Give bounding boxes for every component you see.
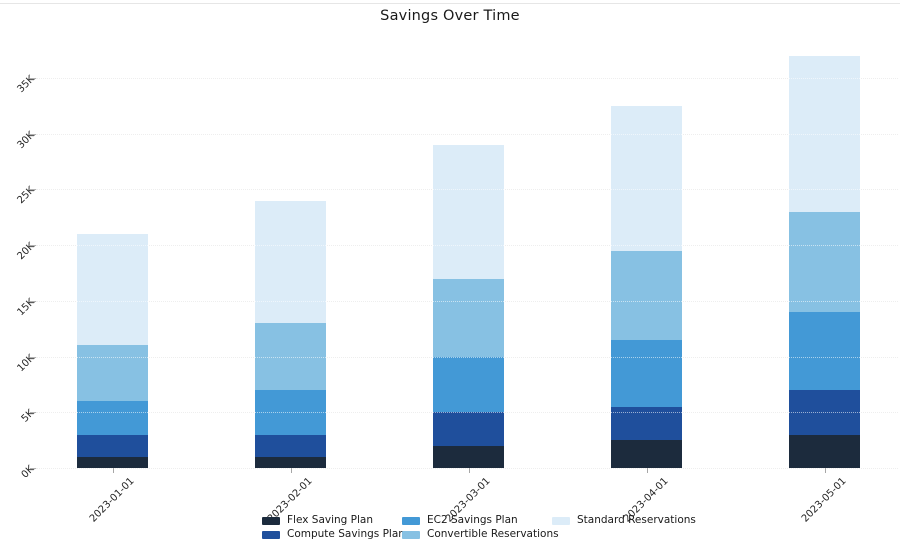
y-axis-tick-label: 30K: [15, 129, 37, 151]
legend-swatch-icon: [262, 530, 280, 539]
y-axis-tick: 5K: [0, 406, 37, 425]
legend-column: Standard Reservations: [552, 514, 696, 528]
bar-segment: [77, 345, 148, 402]
x-tick-mark: [824, 468, 826, 473]
panel-top-border: [0, 3, 900, 4]
x-tick-mark: [290, 468, 292, 473]
legend-label: EC2 Savings Plan: [427, 514, 518, 526]
gridline-overlay: [36, 300, 898, 302]
y-axis-tick-label: 20K: [15, 240, 37, 263]
gridline-overlay: [36, 412, 898, 414]
bar-segment: [255, 456, 326, 468]
bar-segment: [433, 278, 504, 357]
bar-segment: [611, 250, 682, 340]
y-axis-tick-label: 5K: [19, 408, 37, 425]
bar-segment: [255, 200, 326, 324]
legend-column: Flex Saving Plan Compute Savings Plan: [262, 514, 405, 542]
x-tick-mark: [646, 468, 648, 473]
y-axis-tick-label: 25K: [15, 185, 37, 207]
gridline-overlay: [36, 133, 898, 135]
y-axis-tick-label: 35K: [15, 73, 37, 96]
bar-segment: [789, 55, 860, 212]
bar-segment: [611, 406, 682, 441]
y-axis-tick: 20K: [0, 239, 36, 262]
y-axis-tick: 30K: [0, 128, 36, 150]
x-axis-tick: 2023-05-01: [687, 474, 849, 525]
bar-segment: [77, 434, 148, 457]
legend-item: Flex Saving Plan: [262, 514, 405, 527]
y-tick-mark: [30, 189, 36, 191]
x-axis-tick: 2023-03-01: [331, 474, 493, 525]
gridline-overlay: [36, 189, 898, 191]
y-tick-mark: [30, 356, 36, 358]
gridline-overlay: [36, 356, 898, 358]
y-axis-tick-label: 10K: [15, 352, 37, 374]
bar-segment: [789, 312, 860, 390]
x-tick-mark: [468, 468, 470, 473]
y-axis-tick-label: 15K: [15, 296, 37, 319]
x-axis-tick: 2023-02-01: [153, 474, 315, 525]
y-tick-mark: [30, 78, 36, 79]
y-tick-mark: [30, 245, 36, 247]
legend-swatch-icon: [402, 530, 420, 539]
bar-segment: [433, 412, 504, 446]
legend-label: Convertible Reservations: [427, 528, 559, 540]
bar-segment: [789, 434, 860, 468]
x-tick-mark: [112, 468, 114, 473]
legend-item: Standard Reservations: [552, 514, 696, 527]
x-axis-tick: 2023-04-01: [509, 474, 671, 525]
legend-column: EC2 Savings Plan Convertible Reservations: [402, 514, 559, 542]
y-tick-mark: [30, 133, 36, 135]
legend-swatch-icon: [262, 516, 280, 525]
x-axis-tick-label: 2023-05-01: [800, 475, 850, 525]
y-axis-tick: 35K: [0, 72, 36, 95]
legend-swatch-icon: [552, 516, 570, 525]
bar-segment: [611, 339, 682, 407]
legend-label: Compute Savings Plan: [287, 528, 405, 540]
gridline-overlay: [36, 468, 898, 469]
gridline-overlay: [36, 78, 898, 79]
y-axis-tick: 25K: [0, 183, 36, 206]
legend-label: Flex Saving Plan: [287, 514, 374, 526]
legend-item: Compute Savings Plan: [262, 528, 405, 541]
y-tick-mark: [30, 468, 36, 469]
y-axis-tick: 0K: [0, 462, 37, 481]
bar-segment: [77, 234, 148, 346]
x-axis-tick-label: 2023-01-01: [88, 475, 138, 525]
bar-segment: [433, 356, 504, 413]
y-axis-tick: 15K: [0, 295, 36, 318]
bar-segment: [789, 211, 860, 312]
bar-segment: [611, 440, 682, 468]
bar-segment: [433, 445, 504, 468]
bar-segment: [255, 434, 326, 457]
gridline-overlay: [36, 245, 898, 247]
legend-swatch-icon: [402, 516, 420, 525]
y-tick-mark: [30, 412, 36, 414]
legend-label: Standard Reservations: [577, 514, 696, 526]
chart-title: Savings Over Time: [380, 8, 520, 24]
bar-segment: [77, 401, 148, 435]
y-tick-mark: [30, 300, 36, 302]
legend-item: EC2 Savings Plan: [402, 514, 559, 527]
y-axis-tick: 10K: [0, 351, 36, 373]
legend-item: Convertible Reservations: [402, 528, 559, 541]
bar-segment: [77, 456, 148, 468]
bar-segment: [611, 105, 682, 251]
bar-segment: [433, 144, 504, 279]
x-axis-tick: 2023-01-01: [0, 474, 137, 525]
